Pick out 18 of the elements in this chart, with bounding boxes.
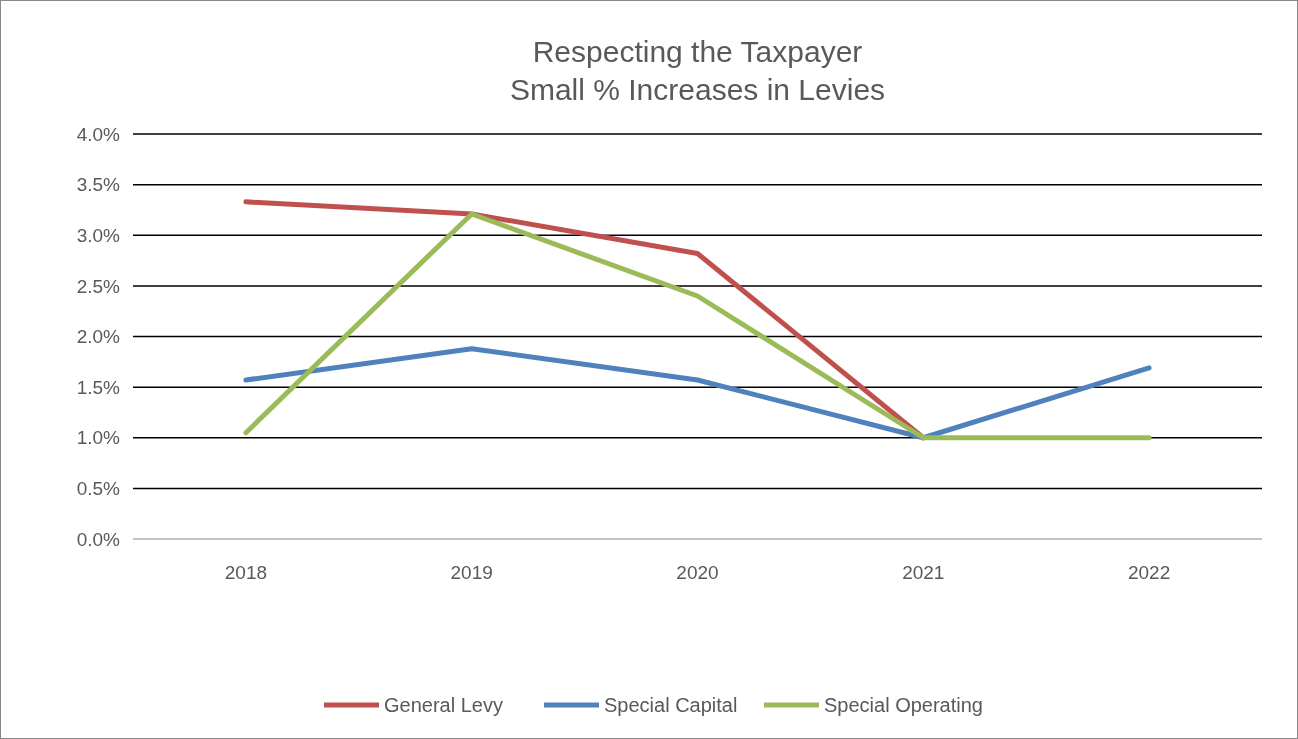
- y-tick-label: 4.0%: [76, 123, 121, 145]
- legend-label: Special Operating: [824, 694, 983, 716]
- x-tick-label: 2021: [902, 562, 945, 583]
- x-tick-label: 2022: [1127, 562, 1171, 583]
- y-tick-label: 0.5%: [76, 478, 121, 500]
- y-tick-label: 3.5%: [76, 174, 121, 196]
- y-tick-label: 1.0%: [76, 427, 121, 449]
- legend-label: General Levy: [384, 694, 503, 716]
- y-tick-label: 2.0%: [76, 326, 121, 348]
- x-tick-label: 2019: [450, 562, 493, 583]
- y-tick-label: 3.0%: [76, 224, 121, 246]
- x-tick-label: 2020: [676, 562, 719, 583]
- y-tick-label: 2.5%: [76, 275, 121, 297]
- x-tick-label: 2018: [224, 562, 268, 583]
- chart-title: Respecting the Taxpayer Small % Increases in Levies: [509, 35, 886, 106]
- legend-label: Special Capital: [604, 694, 738, 716]
- y-tick-label: 1.5%: [76, 376, 121, 398]
- y-tick-label: 0.0%: [76, 528, 121, 550]
